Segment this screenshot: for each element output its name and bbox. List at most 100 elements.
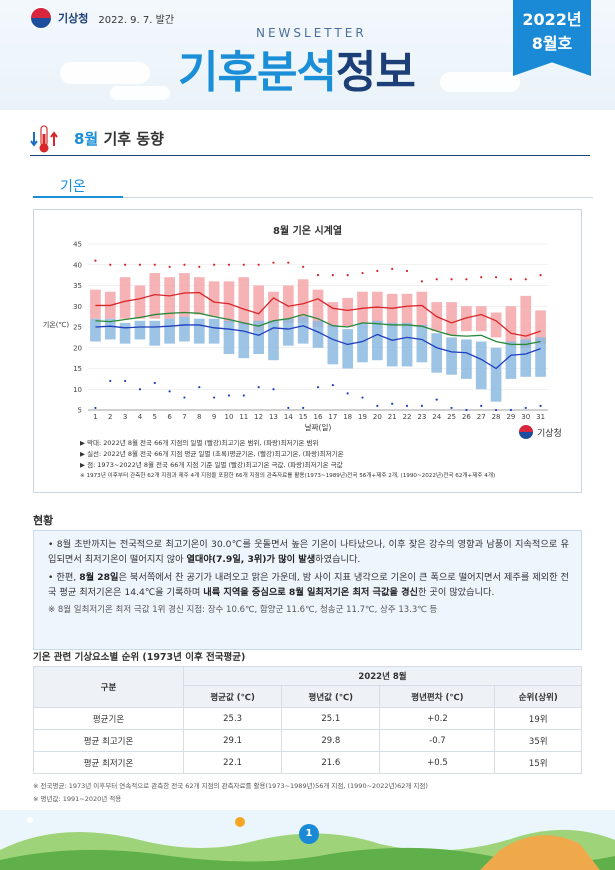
x-axis-label: 날짜(일) (305, 422, 332, 432)
tab-underline (33, 196, 123, 198)
ranking-table: 구분 2022년 8월 평균값 (℃) 평년값 (℃) 평년편차 (℃) 순위(… (33, 666, 582, 774)
table-cell: 35위 (494, 729, 582, 752)
max-range-bar (401, 293, 413, 325)
section-header: 8월 기후 동향 (30, 120, 590, 156)
max-range-bar (357, 291, 368, 323)
record-high-dot (109, 263, 112, 266)
x-tick-label: 11 (239, 413, 248, 421)
max-range-bar (119, 277, 131, 319)
issue-month: 8월호 (531, 34, 573, 53)
max-range-bar (208, 281, 220, 317)
x-tick-label: 24 (432, 413, 441, 421)
table-col-header: 순위(상위) (494, 685, 582, 708)
page-number: 1 (299, 824, 319, 844)
chart-legend: ▶ 막대: 2022년 8월 전국 66개 지점의 일별 (빨강)최고기온 범위… (80, 438, 495, 482)
min-range-bar (327, 324, 339, 365)
min-range-bar (104, 318, 116, 340)
min-range-bar (253, 320, 264, 354)
min-range-bar (431, 333, 443, 373)
record-high-dot (331, 274, 334, 277)
status-p2-bold: 내륙 지역을 중심으로 8월 일최저기온 최저 극값을 경신 (203, 587, 419, 598)
kma-logo: 기상청 2022. 9. 7. 발간 (30, 7, 174, 29)
record-low-dot (138, 388, 142, 391)
min-range-bar (461, 339, 472, 379)
max-range-bar (446, 302, 457, 336)
x-tick-label: 29 (506, 413, 515, 421)
table-cell: 19위 (494, 707, 582, 730)
record-high-dot (94, 259, 97, 262)
x-tick-label: 4 (138, 413, 143, 421)
status-box: • 8월 초반까지는 전국적으로 최고기온이 30.0℃를 웃돌면서 높은 기온… (33, 530, 582, 650)
max-range-bar (179, 273, 190, 317)
status-p2-e: 한 곳이 많았습니다. (418, 587, 495, 598)
max-range-bar (193, 277, 205, 315)
series-line (95, 311, 541, 346)
max-range-bar (461, 306, 472, 332)
record-high-dot (198, 265, 201, 268)
record-low-dot (435, 398, 438, 401)
x-tick-label: 26 (462, 413, 471, 421)
max-range-bar (520, 295, 532, 348)
min-range-bar (238, 322, 250, 359)
status-note: ※ 8월 일최저기온 최저 극값 1위 경신 지점: 장수 10.6℃, 함양군… (48, 605, 438, 615)
y-tick-label: 10 (73, 386, 82, 394)
record-high-dot (524, 278, 527, 281)
min-range-bar (416, 324, 428, 363)
table-col-header: 평균값 (℃) (182, 685, 283, 708)
y-axis-label: 기온(℃) (43, 320, 69, 329)
x-tick-label: 18 (343, 413, 352, 421)
x-tick-label: 1 (93, 413, 97, 421)
min-range-bar (297, 316, 309, 344)
max-range-bar (282, 285, 294, 323)
record-low-dot (331, 384, 334, 387)
min-range-bar (386, 322, 398, 367)
tab-temperature[interactable]: 기온 (60, 179, 86, 195)
record-high-dot (420, 280, 423, 283)
record-high-dot (405, 269, 409, 273)
status-p2-bold-date: 8월 28일 (79, 572, 119, 583)
agency-name: 기상청 (58, 12, 89, 25)
taegeuk-icon (518, 424, 534, 440)
legend-lines: ▶ 실선: 2022년 8월 전국 66개 지점 평균 일별 (초록)평균기온,… (80, 450, 344, 458)
record-low-dot (539, 404, 542, 407)
min-range-bar (490, 347, 502, 402)
record-low-dot (287, 406, 290, 410)
y-tick-label: 20 (73, 344, 82, 352)
record-low-dot (109, 379, 112, 383)
record-high-dot (435, 278, 438, 281)
record-low-dot (391, 402, 394, 405)
max-range-bar (535, 310, 546, 344)
min-range-bar (446, 337, 457, 375)
record-high-dot (302, 265, 305, 268)
record-low-dot (405, 404, 409, 407)
min-range-bar (134, 320, 146, 340)
max-range-bar (149, 273, 161, 319)
table-cell: +0.5 (379, 751, 496, 774)
x-tick-label: 14 (284, 413, 293, 421)
series-line (95, 324, 541, 370)
record-high-dot (391, 267, 394, 270)
y-tick-label: 40 (73, 261, 82, 269)
record-low-dot (257, 386, 260, 389)
min-range-bar (282, 318, 294, 346)
kma-watermark-label: 기상청 (537, 428, 562, 439)
min-range-bar (357, 322, 368, 363)
record-low-dot (509, 408, 513, 412)
x-tick-label: 8 (197, 413, 201, 421)
record-high-dot (450, 278, 453, 281)
x-tick-label: 7 (182, 413, 186, 421)
max-range-bar (505, 306, 517, 344)
x-tick-label: 10 (225, 413, 234, 421)
divider (123, 197, 593, 198)
temperature-chart: 8월 기온 시계열 5 10 15 20 25 30 35 40 45 1 2 3 4 5 6 7 8 9 10 11… (33, 209, 582, 493)
y-tick-label: 5 (78, 407, 82, 415)
chart-title: 8월 기온 시계열 (272, 226, 343, 237)
x-tick-label: 15 (299, 413, 308, 421)
record-high-dot (153, 263, 156, 266)
record-high-dot (346, 274, 349, 277)
record-low-dot (153, 381, 156, 385)
record-high-dot (494, 276, 498, 279)
table-title: 기온 관련 기상요소별 순위 (1973년 이후 전국평균) (33, 652, 246, 663)
x-tick-label: 9 (212, 413, 216, 421)
